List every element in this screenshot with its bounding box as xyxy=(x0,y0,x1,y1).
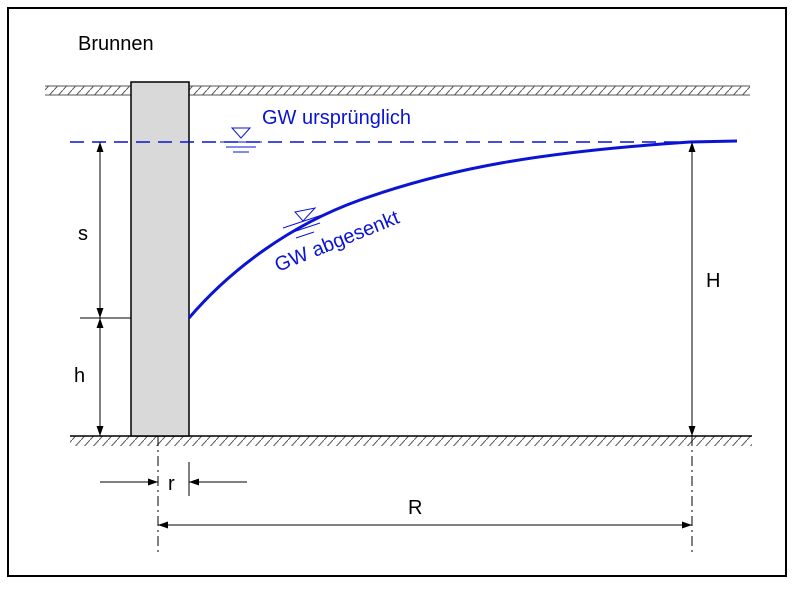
label-h: h xyxy=(74,365,85,387)
gw-lowered-label: GW abgesenkt xyxy=(272,207,403,277)
water-symbol xyxy=(282,213,326,229)
gw-lowered-curve xyxy=(187,139,738,319)
water-symbol xyxy=(289,222,321,234)
label-r: r xyxy=(168,473,175,495)
label-H: H xyxy=(706,270,720,292)
gw-original-label: GW ursprünglich xyxy=(262,107,411,129)
bottom-hatch xyxy=(70,436,752,446)
frame xyxy=(7,7,787,577)
water-symbol xyxy=(294,207,317,222)
label-R: R xyxy=(408,497,422,519)
label-s: s xyxy=(78,223,88,245)
ground-hatch xyxy=(45,86,750,95)
title: Brunnen xyxy=(78,33,154,55)
water-symbol xyxy=(295,231,315,239)
water-symbol xyxy=(230,127,252,139)
well xyxy=(130,81,190,437)
